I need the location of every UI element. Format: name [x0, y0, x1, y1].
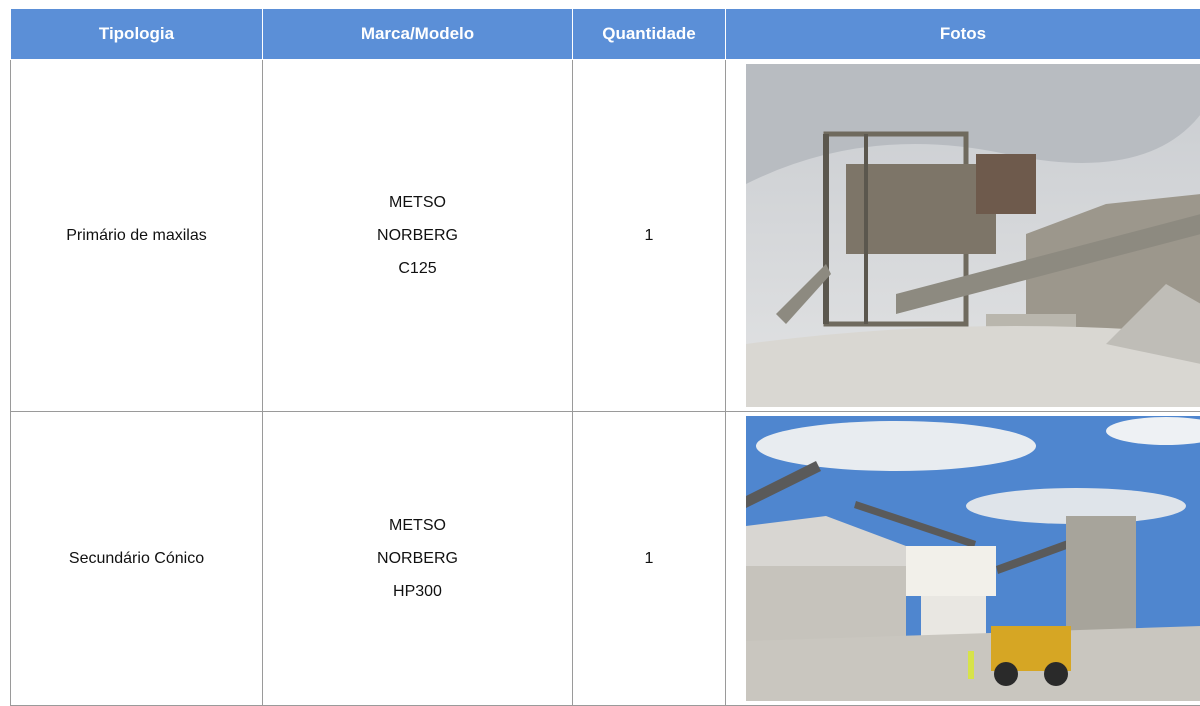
photo: [746, 416, 1200, 701]
brand-line: METSO: [263, 192, 572, 214]
quantity-cell: 1: [573, 60, 726, 412]
brand-line: NORBERG: [263, 225, 572, 247]
brand-cell: METSO NORBERG C125: [263, 60, 573, 412]
row: Secundário Cónico METSO NORBERG HP300 1: [11, 412, 1200, 706]
type-cell: Primário de maxilas: [11, 60, 263, 412]
brand-cell: METSO NORBERG HP300: [263, 412, 573, 706]
type-cell: Secundário Cónico: [11, 412, 263, 706]
photo: [746, 64, 1200, 407]
header-cell: Tipologia: [11, 9, 263, 60]
photo-cell: [726, 412, 1200, 706]
quantity-cell: 1: [573, 412, 726, 706]
header-row: Tipologia Marca/Modelo Quantidade Fotos: [11, 9, 1200, 60]
header-cell: Quantidade: [573, 9, 726, 60]
photo-cell: [726, 60, 1200, 412]
equipment-table: Tipologia Marca/Modelo Quantidade Fotos …: [10, 8, 1200, 706]
brand-line: METSO: [263, 515, 572, 537]
brand-line: NORBERG: [263, 548, 572, 570]
brand-line: HP300: [263, 581, 572, 603]
header-cell: Marca/Modelo: [263, 9, 573, 60]
brand-line: C125: [263, 258, 572, 280]
header-cell: Fotos: [726, 9, 1200, 60]
row: Primário de maxilas METSO NORBERG C125 1: [11, 60, 1200, 412]
